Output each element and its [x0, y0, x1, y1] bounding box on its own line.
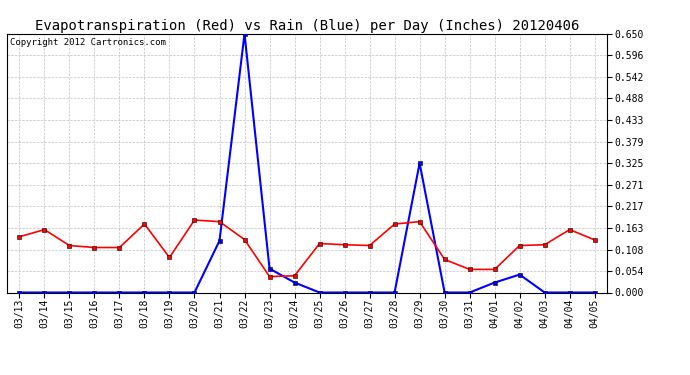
Title: Evapotranspiration (Red) vs Rain (Blue) per Day (Inches) 20120406: Evapotranspiration (Red) vs Rain (Blue) …: [35, 19, 579, 33]
Text: Copyright 2012 Cartronics.com: Copyright 2012 Cartronics.com: [10, 38, 166, 46]
